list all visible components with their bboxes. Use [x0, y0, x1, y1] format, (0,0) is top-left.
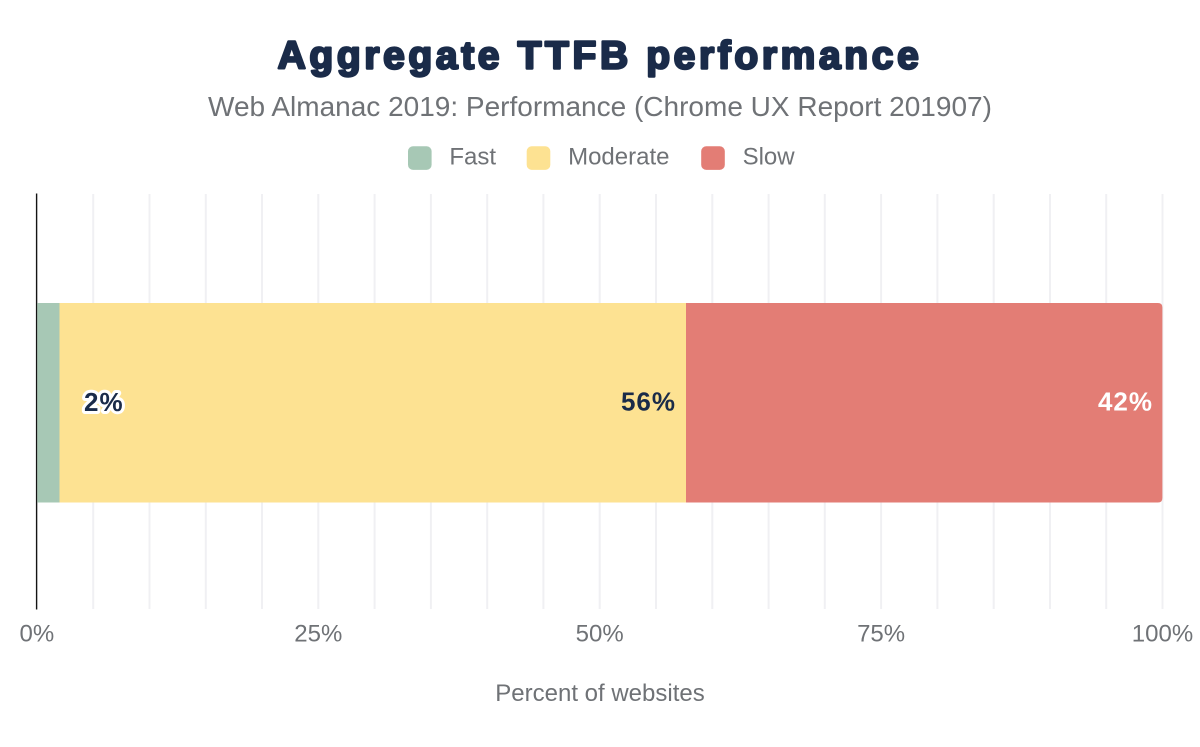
svg-text:Percent of websites: Percent of websites [495, 680, 704, 707]
svg-text:50%: 50% [576, 620, 624, 647]
svg-text:Aggregate TTFB performance: Aggregate TTFB performance [278, 35, 923, 78]
svg-text:56%: 56% [621, 387, 676, 417]
svg-text:Moderate: Moderate [568, 143, 669, 170]
svg-text:75%: 75% [857, 620, 905, 647]
svg-text:2%: 2% [84, 387, 124, 417]
svg-text:Fast: Fast [449, 143, 496, 170]
svg-text:0%: 0% [20, 620, 55, 647]
svg-text:25%: 25% [294, 620, 342, 647]
svg-text:Web Almanac 2019: Performance: Web Almanac 2019: Performance (Chrome UX… [208, 91, 992, 122]
svg-text:100%: 100% [1132, 620, 1193, 647]
svg-text:Slow: Slow [743, 143, 796, 170]
svg-text:42%: 42% [1098, 387, 1153, 417]
